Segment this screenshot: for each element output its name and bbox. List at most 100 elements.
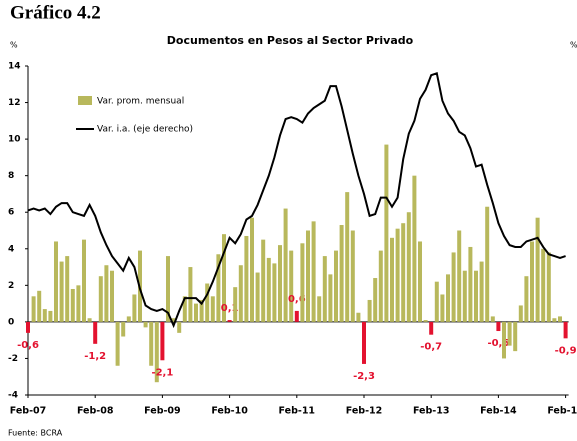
bar — [93, 321, 98, 344]
bar — [244, 235, 249, 322]
bar — [143, 321, 148, 328]
value-label: -0,5 — [487, 338, 509, 349]
bar — [283, 208, 288, 322]
bar — [306, 230, 310, 322]
y-tick-label: 14 — [8, 62, 21, 72]
bar — [418, 241, 422, 322]
bar — [87, 318, 92, 322]
bar — [272, 263, 277, 322]
value-label: -0,7 — [420, 342, 442, 353]
bar — [194, 303, 198, 322]
bar — [311, 221, 316, 322]
bar — [188, 267, 193, 322]
value-label: -1,2 — [84, 351, 106, 362]
y-unit-right: % — [570, 41, 577, 50]
value-label: -2,1 — [151, 367, 173, 378]
bar — [115, 321, 120, 366]
bar — [507, 321, 512, 346]
bar — [98, 276, 103, 322]
x-tick-label: Feb-10 — [211, 406, 248, 417]
x-tick-label: Feb-07 — [10, 406, 47, 417]
bar — [446, 274, 450, 322]
value-label: 0,1 — [221, 303, 239, 314]
bar — [76, 285, 81, 322]
x-tick-label: Feb-15 — [547, 406, 577, 417]
bar — [434, 281, 439, 322]
y-tick-label: 2 — [8, 281, 14, 291]
y-tick-label: 10 — [8, 135, 21, 145]
bar — [513, 321, 518, 352]
bar — [541, 248, 546, 322]
bar — [317, 296, 322, 322]
bar — [479, 261, 484, 322]
bar — [261, 239, 266, 322]
source: Fuente: BCRA — [8, 429, 63, 438]
bar — [546, 252, 551, 322]
bar — [373, 278, 378, 322]
x-tick-label: Feb-12 — [346, 406, 383, 417]
bar — [205, 283, 210, 322]
bar — [278, 245, 282, 322]
bar — [384, 144, 389, 322]
bar — [496, 321, 501, 332]
bar — [65, 256, 70, 322]
bar — [104, 265, 109, 322]
bar — [210, 296, 215, 322]
chart-title: Documentos en Pesos al Sector Privado — [167, 34, 414, 47]
bar — [462, 270, 467, 322]
bar — [238, 265, 243, 322]
bar — [300, 243, 305, 322]
bar — [26, 321, 30, 333]
value-label: 0,6 — [288, 294, 306, 305]
y-tick-label: 4 — [8, 244, 14, 254]
bar — [182, 296, 187, 322]
y-tick-label: -4 — [8, 391, 18, 401]
bar — [154, 321, 159, 383]
bar — [356, 312, 361, 322]
bar — [518, 305, 523, 322]
y-unit-left: % — [10, 41, 18, 50]
bar — [552, 318, 557, 322]
value-label: -2,3 — [353, 371, 375, 382]
bar — [390, 237, 394, 322]
legend-swatch — [78, 96, 92, 105]
bar — [440, 294, 445, 322]
bar — [54, 241, 58, 322]
x-tick-label: Feb-11 — [279, 406, 316, 417]
bar — [558, 316, 562, 322]
bar — [502, 321, 506, 359]
bar — [37, 290, 42, 322]
bar — [121, 321, 126, 337]
y-tick-label: 12 — [8, 98, 21, 108]
bar — [166, 256, 170, 322]
bar — [294, 310, 299, 322]
bar — [412, 175, 417, 322]
bar — [255, 272, 260, 322]
bar — [401, 223, 406, 322]
y-tick-label: 6 — [8, 208, 14, 218]
y-tick-label: 8 — [8, 171, 14, 181]
value-label: -0,6 — [17, 340, 39, 351]
bar — [457, 230, 462, 322]
legend-label: Var. i.a. (eje derecho) — [97, 125, 193, 135]
bar — [328, 274, 333, 322]
bar — [222, 234, 226, 322]
bar — [126, 316, 131, 322]
bar — [334, 250, 338, 322]
bar — [563, 321, 568, 339]
bar — [250, 217, 254, 322]
value-label: -0,9 — [555, 345, 577, 356]
bar — [199, 299, 204, 322]
bar — [132, 294, 137, 322]
bar — [216, 254, 221, 322]
bar — [289, 250, 294, 322]
bar — [339, 225, 344, 322]
x-tick-label: Feb-09 — [144, 406, 181, 417]
legend-label: Var. prom. mensual — [97, 97, 184, 107]
y-tick-label: 0 — [8, 317, 14, 327]
bar — [48, 310, 53, 322]
bar — [535, 217, 540, 322]
bar — [233, 287, 238, 322]
line — [27, 72, 566, 329]
